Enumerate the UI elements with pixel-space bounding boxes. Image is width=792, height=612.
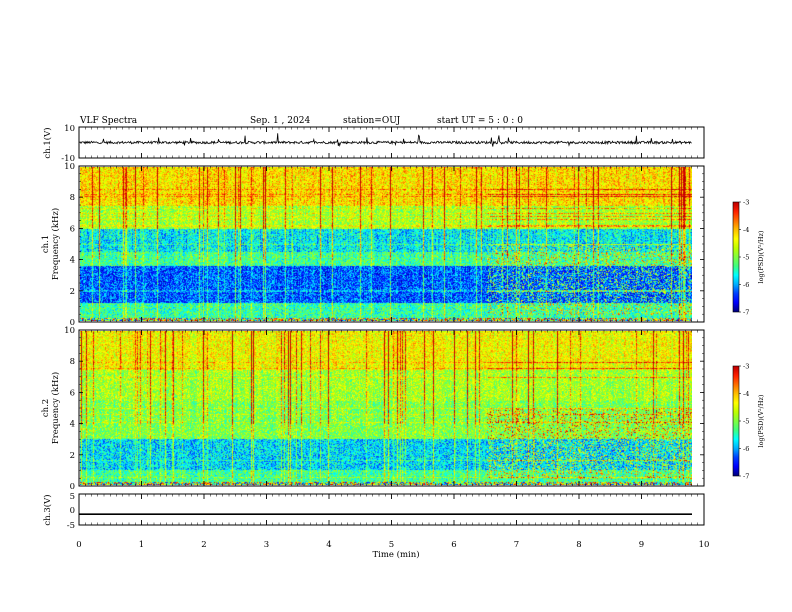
- ch1-spec-ylabel: Frequency (kHz): [50, 208, 61, 280]
- ch1-ylabel: ch.1(V): [42, 127, 53, 158]
- x-tick-label: 6: [451, 540, 456, 550]
- x-tick-label: 2: [201, 540, 206, 550]
- time-axis-ticks: [78, 127, 705, 525]
- spec-ytick-label: 10: [64, 162, 75, 172]
- spec-ytick-label: 0: [70, 482, 75, 492]
- ch2-spec-ylabel: Frequency (kHz): [50, 372, 61, 444]
- ch1-colorbar-label: log(PSD)(V²/Hz): [757, 230, 765, 283]
- x-tick-label: 7: [514, 540, 519, 550]
- date-label: Sep. 1 , 2024: [250, 116, 310, 126]
- spec-ytick-label: 8: [70, 357, 75, 367]
- colorbar-tick-label: -4: [743, 226, 749, 234]
- ch3-waveform-panel: 5 0 -5 ch.3(V): [42, 492, 705, 531]
- colorbar-tick-label: -3: [743, 363, 749, 371]
- spec-ytick-label: 6: [70, 224, 75, 234]
- x-tick-label: 9: [639, 540, 644, 550]
- ch1-ytick-bottom: -10: [61, 154, 75, 164]
- colorbar-tick-label: -5: [743, 418, 749, 426]
- ch1-spectrogram-image: [80, 167, 692, 321]
- spec-ytick-label: 0: [70, 318, 75, 328]
- ch3-panel-frame: [78, 493, 705, 526]
- colorbar-tick-label: -7: [743, 309, 749, 317]
- ch2-colorbar-label: log(PSD)(V²/Hz): [757, 394, 765, 447]
- x-tick-label: 5: [389, 540, 394, 550]
- ch2-spec-label: ch.2: [41, 399, 51, 417]
- ch3-ytick-bottom: -5: [67, 521, 75, 531]
- spec-ytick-label: 8: [70, 193, 75, 203]
- spec-ytick-label: 4: [70, 256, 75, 266]
- colorbar-tick-label: -4: [743, 390, 749, 398]
- x-tick-label: 1: [139, 540, 144, 550]
- spec-ytick-label: 6: [70, 388, 75, 398]
- colorbar-tick-label: -3: [743, 199, 749, 207]
- ch2-colorbar-image: [733, 366, 739, 476]
- ch2-spectrogram-image: [80, 331, 692, 485]
- station-label: station=OUJ: [343, 116, 401, 126]
- spec-ytick-label: 2: [70, 451, 75, 461]
- ch1-spec-label: ch.1: [41, 235, 51, 253]
- time-axis-label: Time (min): [372, 549, 419, 560]
- x-tick-label: 4: [326, 540, 331, 550]
- colorbar-tick-label: -6: [743, 281, 749, 289]
- colorbar-tick-label: -7: [743, 473, 749, 481]
- ch1-ytick-top: 10: [64, 124, 75, 134]
- time-axis-labels: 0 1 2 3 4 5 6 7 8 9 10: [76, 540, 709, 550]
- colorbar-tick-label: -6: [743, 445, 749, 453]
- ch3-ytick-mid: 0: [70, 506, 75, 516]
- spec-ytick-label: 10: [64, 326, 75, 336]
- colorbar-tick-label: -5: [743, 254, 749, 262]
- ch3-ytick-top: 5: [70, 492, 75, 502]
- x-tick-label: 10: [699, 540, 710, 550]
- ch1-waveform-panel: 10 -10 ch.1(V): [42, 124, 705, 164]
- chart-title: VLF Spectra: [79, 116, 138, 126]
- x-tick-label: 3: [264, 540, 269, 550]
- spec-ytick-label: 2: [70, 287, 75, 297]
- ch3-ylabel: ch.3(V): [42, 494, 53, 525]
- x-tick-label: 8: [576, 540, 581, 550]
- ch1-colorbar-image: [733, 202, 739, 312]
- ch1-waveform-trace: [78, 133, 692, 147]
- start-time-label: start UT = 5 : 0 : 0: [437, 116, 523, 126]
- x-tick-label: 0: [76, 540, 81, 550]
- spec-ytick-label: 4: [70, 420, 75, 430]
